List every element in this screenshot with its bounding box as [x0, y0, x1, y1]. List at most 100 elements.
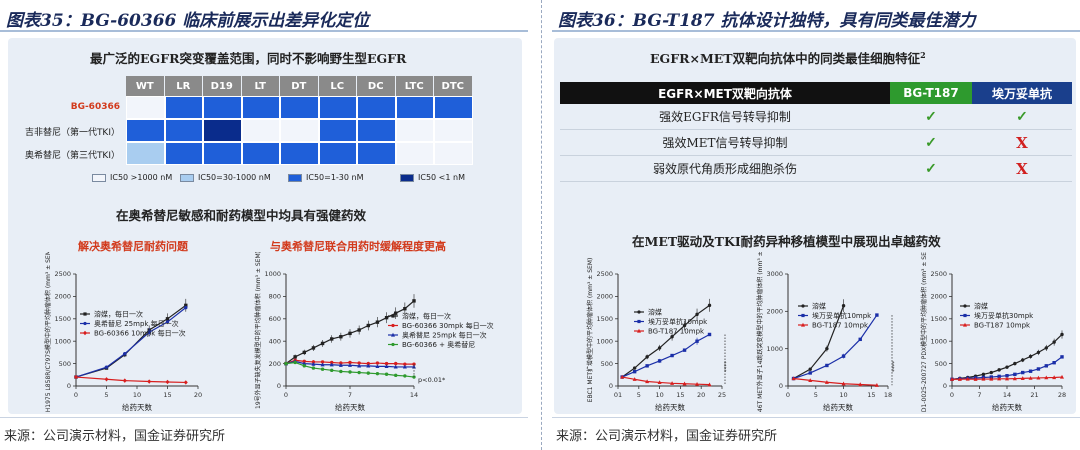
y-tick-label: 800 — [269, 293, 281, 301]
data-point — [707, 332, 712, 337]
x-tick-label: 15 — [867, 391, 875, 399]
heatmap-legend-item: IC50=30-1000 nM — [180, 173, 271, 182]
check-icon: ✓ — [1016, 108, 1028, 125]
x-axis-label: 给药天数 — [335, 402, 365, 412]
heatmap-col-header: LR — [164, 76, 202, 96]
table-row-divider — [560, 129, 1072, 130]
data-point — [682, 323, 687, 328]
data-point — [302, 359, 306, 364]
y-tick-label: 0 — [67, 382, 71, 390]
heatmap-cell — [280, 119, 319, 142]
legend-marker — [637, 319, 641, 324]
table-row-label: 弱效原代角质形成细胞杀伤 — [652, 162, 797, 176]
data-point — [695, 382, 700, 386]
data-point — [311, 360, 316, 364]
data-point — [183, 380, 188, 385]
heatmap-col-header: DT — [280, 76, 318, 96]
data-point — [645, 355, 649, 359]
data-point — [302, 364, 306, 368]
heatmap-col-header: LT — [241, 76, 279, 96]
data-point — [808, 367, 812, 371]
data-point — [808, 378, 813, 382]
data-point — [997, 376, 1002, 381]
left-section-title: 在奥希替尼敏感和耐药模型中均具有强健药效 — [116, 208, 367, 223]
data-point — [403, 374, 407, 378]
table-title-sup: 2 — [920, 49, 926, 60]
x-tick-label: 5 — [814, 391, 818, 399]
y-tick-label: 0 — [277, 382, 281, 390]
data-point — [973, 377, 978, 381]
table-row-label: 强效MET信号转导抑制 — [662, 136, 788, 150]
data-point — [670, 353, 674, 358]
data-point — [620, 374, 625, 379]
series-line — [621, 304, 710, 378]
data-point — [357, 370, 361, 375]
right-source: 来源：公司演示材料，国金证券研究所 — [556, 429, 778, 444]
data-point — [1060, 332, 1064, 337]
series-line — [75, 307, 187, 378]
heatmap-cell — [280, 96, 319, 119]
x-tick-label: 0 — [284, 391, 288, 399]
data-point — [348, 363, 352, 367]
data-point — [165, 317, 170, 321]
data-point — [1021, 370, 1025, 375]
table-mark-cell: ✓ — [972, 104, 1072, 129]
x-tick-label: 10 — [133, 391, 141, 399]
heatmap-legend-label: IC50 <1 nM — [418, 173, 465, 182]
heatmap-legend-item: IC50 >1000 nM — [92, 173, 172, 182]
data-point — [1028, 375, 1033, 380]
data-point — [670, 381, 675, 385]
x-axis-label: 给药天数 — [655, 402, 685, 412]
significance-label: p<0.01* — [418, 376, 446, 384]
cross-icon: X — [1016, 159, 1028, 178]
data-point — [1052, 375, 1057, 380]
heatmap-cell — [241, 142, 280, 165]
right-section-title: 在MET驱动及TKI耐药异种移植模型中展现出卓越药效 — [632, 234, 941, 249]
y-tick-label: 200 — [269, 360, 281, 368]
data-point — [147, 330, 151, 334]
heatmap-cell — [280, 142, 319, 165]
y-tick-label: 0 — [943, 382, 947, 390]
legend-label: BG-T187 10mpk — [974, 322, 1031, 330]
table-mark-cell: ✓ — [890, 156, 972, 181]
legend-label: BG-T187 10mpk — [648, 328, 705, 336]
data-point — [824, 380, 829, 384]
data-point — [1012, 376, 1017, 381]
y-tick-label: 3000 — [766, 270, 783, 278]
heatmap-cell — [203, 119, 242, 142]
data-point — [320, 362, 325, 367]
x-axis-label: 给药天数 — [992, 402, 1022, 412]
data-point — [293, 355, 297, 359]
left-panel: 最广泛的EGFR突变覆盖范围，同时不影响野生型EGFR WT LR D19 LT DT L… — [8, 38, 522, 414]
table-title: EGFR×MET双靶向抗体中的同类最佳细胞特征2 — [650, 48, 926, 67]
data-point — [339, 361, 343, 365]
data-point — [366, 363, 371, 368]
heatmap-col-header: DTC — [434, 76, 472, 96]
heatmap-cell — [126, 142, 165, 165]
y-tick-label: 2500 — [596, 270, 613, 278]
data-point — [122, 378, 127, 383]
heatmap-cell — [318, 142, 357, 165]
data-point — [104, 365, 109, 369]
legend-label: 溶媒 — [648, 308, 662, 317]
data-point — [965, 376, 970, 381]
data-point — [123, 352, 127, 356]
heatmap-cell — [395, 119, 434, 142]
data-point — [657, 359, 662, 363]
data-point — [330, 368, 334, 373]
data-point — [375, 361, 380, 365]
heatmap-cell — [164, 142, 203, 165]
data-point — [981, 376, 986, 381]
data-point — [394, 373, 398, 378]
data-point — [1044, 346, 1048, 350]
heatmap-row-label: 吉非替尼（第一代TKI） — [24, 128, 120, 138]
data-point — [412, 364, 416, 369]
y-tick-label: 0 — [779, 382, 783, 390]
data-point — [302, 350, 306, 355]
data-point — [1060, 374, 1064, 379]
data-point — [165, 379, 170, 385]
y-axis-label: Hs-746T MET外显子14跳跃突变模型中的平均肿瘤体积 (mm³ ± SE… — [756, 252, 764, 412]
data-point — [320, 360, 325, 364]
y-tick-label: 2500 — [930, 270, 947, 278]
data-point — [357, 363, 362, 368]
